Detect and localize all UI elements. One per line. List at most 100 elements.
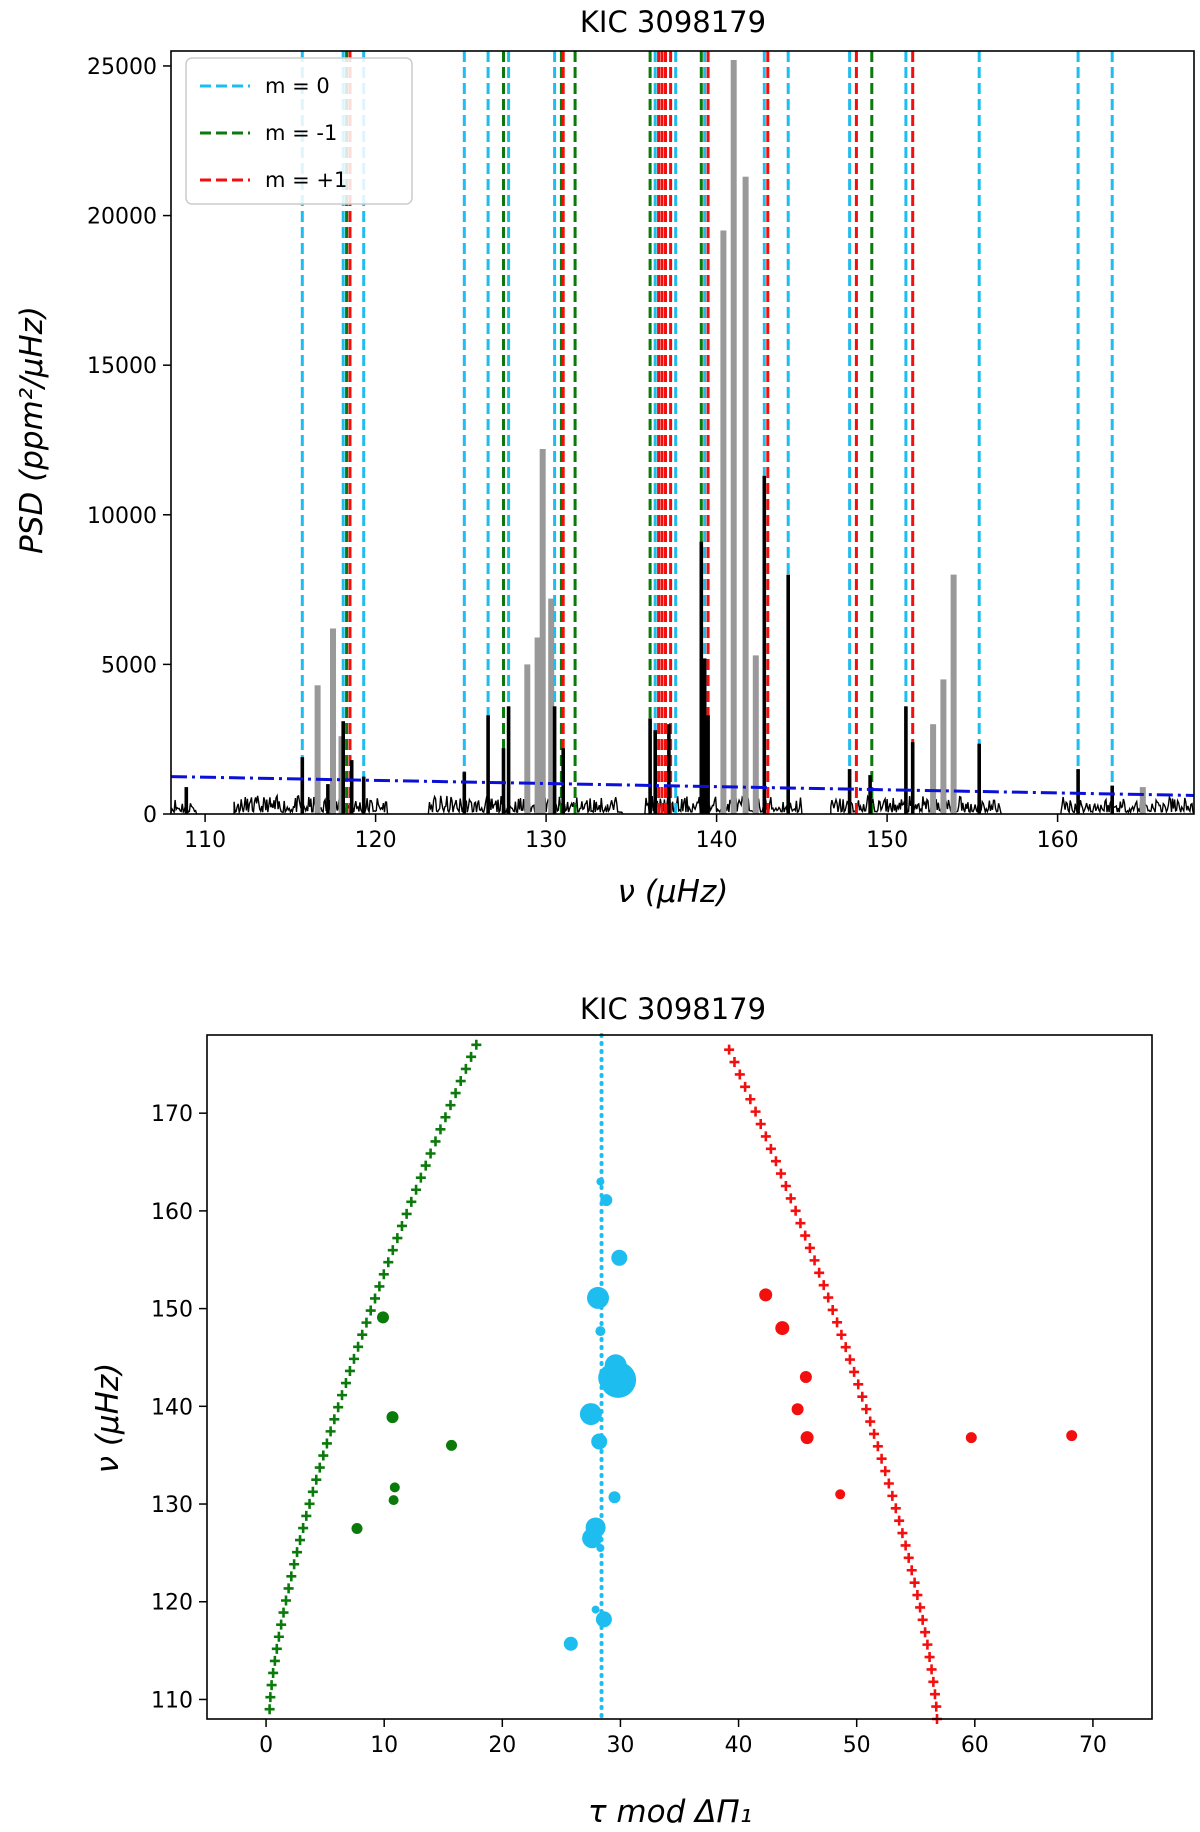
psd-x-label: ν (μHz) <box>618 874 729 910</box>
nonradial-peak <box>667 724 671 814</box>
observed-point-m-minus1 <box>446 1439 457 1451</box>
model-cross-m-minus1 <box>466 1051 477 1062</box>
x-tick-label: 70 <box>1079 1733 1107 1758</box>
observed-point-m-plus1 <box>791 1403 804 1416</box>
nonradial-peak <box>300 757 305 814</box>
model-cross-m-minus1 <box>273 1631 284 1642</box>
model-cross-m-minus1 <box>276 1619 287 1630</box>
x-tick-label: 110 <box>184 828 226 853</box>
nonradial-peak <box>977 743 981 814</box>
nonradial-peak <box>706 715 710 814</box>
model-cross-m-plus1 <box>929 1689 940 1700</box>
model-cross-m-plus1 <box>840 1342 851 1353</box>
nonradial-peak <box>653 730 657 814</box>
x-tick-label: 10 <box>370 1733 398 1758</box>
y-tick-label: 110 <box>151 1688 193 1713</box>
x-tick-label: 160 <box>1037 828 1079 853</box>
y-tick-label: 160 <box>151 1200 193 1225</box>
model-cross-m-minus1 <box>365 1305 376 1316</box>
psd-y-label: PSD (ppm²/μHz) <box>14 306 50 554</box>
radial-mode-peak <box>314 685 321 814</box>
model-cross-m-plus1 <box>912 1590 923 1601</box>
y-tick-label: 120 <box>151 1591 193 1616</box>
model-cross-m-minus1 <box>268 1667 279 1678</box>
model-cross-m-plus1 <box>780 1181 791 1191</box>
nonradial-peak <box>561 748 565 814</box>
model-cross-m-minus1 <box>304 1498 315 1509</box>
model-cross-m-minus1 <box>392 1233 403 1244</box>
model-cross-m-minus1 <box>401 1208 412 1219</box>
model-cross-m-plus1 <box>861 1404 872 1415</box>
model-cross-m-plus1 <box>832 1317 843 1328</box>
psd-panel: KIC 3098179 110 120 130 140 150 160 0 5000 1000… <box>14 5 1195 910</box>
model-cross-m-minus1 <box>264 1704 275 1715</box>
model-cross-m-minus1 <box>301 1510 312 1521</box>
model-cross-m-minus1 <box>370 1293 381 1304</box>
model-cross-m-plus1 <box>922 1639 933 1650</box>
observed-point-m-minus1 <box>377 1311 389 1324</box>
echelle-y-label: ν (μHz) <box>90 1363 126 1474</box>
radial-mode-peak <box>720 230 727 814</box>
legend-frame <box>185 57 413 205</box>
observed-point-m0 <box>600 1194 613 1207</box>
model-cross-m-plus1 <box>734 1069 745 1080</box>
model-cross-m-minus1 <box>378 1269 389 1280</box>
model-cross-m-minus1 <box>348 1353 359 1364</box>
nonradial-peak <box>184 787 189 814</box>
nonradial-peak <box>552 706 557 814</box>
model-cross-m-plus1 <box>760 1131 771 1142</box>
model-cross-m-minus1 <box>344 1365 355 1376</box>
model-cross-m-plus1 <box>926 1664 937 1675</box>
model-cross-m-plus1 <box>740 1081 751 1092</box>
model-cross-m-minus1 <box>337 1390 348 1401</box>
model-cross-m-minus1 <box>266 1680 277 1691</box>
x-tick-label: 60 <box>961 1733 989 1758</box>
model-cross-m-plus1 <box>809 1255 820 1266</box>
observed-point-m0 <box>585 1517 606 1538</box>
psd-plot-area <box>170 51 1195 815</box>
model-cross-m-minus1 <box>361 1317 372 1328</box>
nonradial-peak <box>1110 785 1114 814</box>
model-cross-m-plus1 <box>897 1528 908 1539</box>
model-cross-m-minus1 <box>289 1559 300 1570</box>
model-cross-m-plus1 <box>844 1354 855 1365</box>
radial-mode-peak <box>730 60 737 814</box>
model-cross-m-minus1 <box>430 1136 441 1147</box>
radial-mode-peak <box>524 664 531 814</box>
observed-point-m0 <box>595 1611 612 1628</box>
radial-mode-peak <box>752 655 759 814</box>
model-cross-m-minus1 <box>340 1378 351 1389</box>
echelle-y-ticks: 110 120 130 140 150 160 170 <box>151 1102 207 1713</box>
model-cross-m-plus1 <box>814 1267 825 1278</box>
nonradial-peak <box>1076 769 1080 814</box>
model-cross-m-plus1 <box>890 1503 901 1514</box>
model-cross-m-plus1 <box>823 1292 834 1303</box>
model-cross-m-minus1 <box>455 1076 466 1087</box>
model-cross-m-plus1 <box>775 1168 786 1179</box>
y-tick-label: 5000 <box>101 653 157 678</box>
nonradial-peak <box>506 706 511 814</box>
radial-mode-peak <box>548 598 555 814</box>
echelle-x-ticks: 0 10 20 30 40 50 60 70 <box>259 1719 1107 1758</box>
x-tick-label: 50 <box>843 1733 871 1758</box>
x-tick-label: 150 <box>866 828 908 853</box>
model-cross-m-minus1 <box>321 1438 332 1449</box>
observed-point-m0 <box>595 1326 606 1337</box>
model-cross-m-minus1 <box>383 1257 394 1268</box>
observed-point-m0 <box>591 1605 600 1614</box>
nonradial-peak <box>501 748 506 814</box>
model-cross-m-plus1 <box>883 1478 894 1489</box>
nonradial-peak <box>910 742 915 814</box>
model-cross-m-plus1 <box>750 1106 761 1117</box>
observed-point-m0 <box>591 1433 608 1450</box>
model-cross-m-plus1 <box>836 1329 847 1340</box>
model-cross-m-minus1 <box>283 1583 294 1594</box>
model-cross-m-plus1 <box>729 1057 740 1068</box>
model-cross-m-minus1 <box>387 1245 398 1256</box>
y-tick-label: 20000 <box>87 205 157 230</box>
model-cross-m-minus1 <box>425 1148 436 1159</box>
nonradial-peak <box>868 775 872 814</box>
x-tick-label: 30 <box>606 1733 634 1758</box>
model-cross-m-plus1 <box>924 1652 935 1663</box>
